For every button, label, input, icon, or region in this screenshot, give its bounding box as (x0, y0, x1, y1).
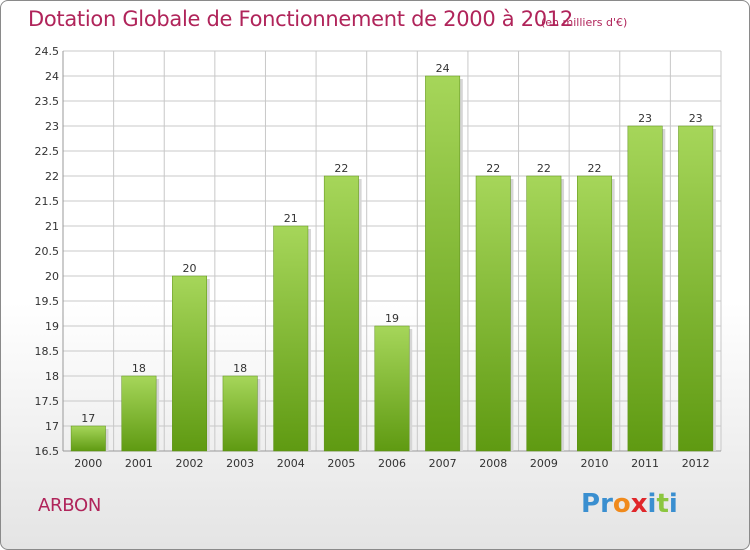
y-tick-label: 17.5 (35, 395, 60, 408)
y-tick-label: 19 (45, 320, 59, 333)
bar-value-label: 23 (638, 112, 652, 125)
y-tick-label: 23 (45, 120, 59, 133)
x-tick-label: 2004 (277, 457, 305, 470)
y-tick-label: 20 (45, 270, 59, 283)
x-tick-label: 2007 (429, 457, 457, 470)
y-tick-label: 21 (45, 220, 59, 233)
y-tick-label: 18.5 (35, 345, 60, 358)
bar-value-label: 18 (233, 362, 247, 375)
x-tick-label: 2012 (682, 457, 710, 470)
y-tick-label: 19.5 (35, 295, 60, 308)
y-tick-label: 22 (45, 170, 59, 183)
logo-letter: x (630, 489, 648, 519)
commune-name: ARBON (38, 495, 101, 516)
x-tick-label: 2000 (74, 457, 102, 470)
bar (172, 275, 207, 452)
x-tick-label: 2003 (226, 457, 254, 470)
logo-letter: o (612, 489, 631, 519)
y-tick-label: 23.5 (35, 95, 60, 108)
bar-value-label: 17 (81, 412, 95, 425)
logo-letter: i (647, 489, 657, 519)
bar (273, 225, 309, 452)
x-tick-label: 2002 (176, 457, 204, 470)
y-tick-label: 22.5 (35, 145, 60, 158)
bar (678, 125, 714, 452)
bar-layer (70, 75, 716, 452)
bar (577, 175, 612, 452)
bar (425, 75, 461, 452)
label-layer: 17 2000 18 2001 20 2002 18 2003 21 2004 22 2005 19 20… (74, 62, 709, 470)
bar-value-label: 18 (132, 362, 146, 375)
bar (526, 175, 562, 452)
proxiti-logo[interactable]: Proxiti (581, 489, 678, 519)
logo-letter: i (668, 489, 678, 519)
bar (374, 325, 410, 452)
bar-value-label: 19 (385, 312, 399, 325)
y-tick-label: 16.5 (35, 445, 60, 458)
bar (323, 175, 359, 452)
y-tick-label: 24 (45, 70, 59, 83)
bar-value-label: 24 (436, 62, 450, 75)
bar-value-label: 22 (537, 162, 551, 175)
bar-value-label: 21 (284, 212, 298, 225)
y-tick-label: 21.5 (35, 195, 60, 208)
bar (222, 375, 258, 452)
x-tick-label: 2009 (530, 457, 558, 470)
bar (475, 175, 511, 452)
bar-value-label: 22 (587, 162, 601, 175)
x-tick-label: 2008 (479, 457, 507, 470)
logo-letter: t (656, 489, 669, 519)
bar (627, 125, 663, 452)
bar (121, 375, 157, 452)
bar-value-label: 20 (183, 262, 197, 275)
x-tick-label: 2001 (125, 457, 153, 470)
chart-title: Dotation Globale de Fonctionnement de 20… (28, 7, 573, 31)
chart-subtitle: (en milliers d'€) (541, 16, 628, 29)
x-tick-label: 2010 (580, 457, 608, 470)
y-tick-label: 17 (45, 420, 59, 433)
bar-value-label: 23 (689, 112, 703, 125)
axis-layer: 16.5 17 17.5 18 18.5 19 19.5 20 20.5 21 21.5 22 22.5… (35, 45, 721, 458)
bar (70, 425, 106, 452)
logo-letter: P (581, 489, 601, 519)
y-tick-label: 24.5 (35, 45, 60, 58)
y-tick-label: 18 (45, 370, 59, 383)
bar-value-label: 22 (486, 162, 500, 175)
x-tick-label: 2006 (378, 457, 406, 470)
y-tick-label: 20.5 (35, 245, 60, 258)
x-tick-label: 2011 (631, 457, 659, 470)
x-tick-label: 2005 (327, 457, 355, 470)
bar-value-label: 22 (334, 162, 348, 175)
logo-letter: r (600, 489, 613, 519)
